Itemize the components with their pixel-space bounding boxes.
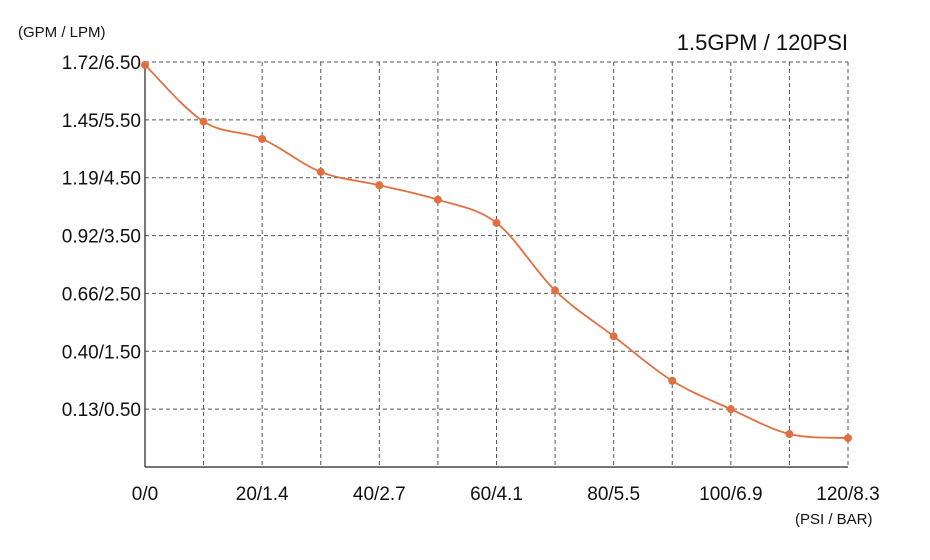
x-tick-label: 120/8.3 [816, 484, 879, 505]
x-tick-label: 100/6.9 [699, 484, 762, 505]
y-axis-unit-label: (GPM / LPM) [18, 24, 106, 41]
y-tick-label: 1.72/6.50 [62, 53, 141, 74]
data-point [199, 117, 208, 126]
series [141, 60, 852, 443]
y-tick-label: 0.66/2.50 [62, 284, 141, 305]
data-point [785, 430, 794, 439]
data-point [492, 218, 501, 227]
data-point [316, 167, 325, 176]
x-tick-label: 40/2.7 [353, 484, 406, 505]
grid [145, 61, 849, 467]
data-point [668, 376, 677, 385]
data-point [609, 332, 618, 341]
tick-labels: 1.72/6.50 1.45/5.50 1.19/4.50 0.92/3.50 0.66… [62, 53, 880, 505]
x-axis-unit-label: (PSI / BAR) [795, 511, 873, 528]
y-tick-label: 0.40/1.50 [62, 342, 141, 363]
data-point [726, 405, 735, 414]
y-tick-label: 1.19/4.50 [62, 169, 141, 190]
y-tick-label: 0.13/0.50 [62, 400, 141, 421]
x-tick-label: 0/0 [132, 484, 158, 505]
data-point [551, 286, 560, 295]
data-point [141, 60, 149, 69]
axes [144, 62, 848, 468]
y-tick-label: 0.92/3.50 [62, 227, 141, 248]
data-point [258, 134, 267, 143]
x-tick-label: 60/4.1 [470, 484, 523, 505]
data-point [433, 195, 442, 204]
data-point [844, 434, 852, 443]
chart-title: 1.5GPM / 120PSI [677, 30, 848, 55]
y-tick-label: 1.45/5.50 [62, 111, 141, 132]
data-point [375, 181, 384, 190]
x-tick-label: 80/5.5 [587, 484, 640, 505]
x-tick-label: 20/1.4 [236, 484, 289, 505]
